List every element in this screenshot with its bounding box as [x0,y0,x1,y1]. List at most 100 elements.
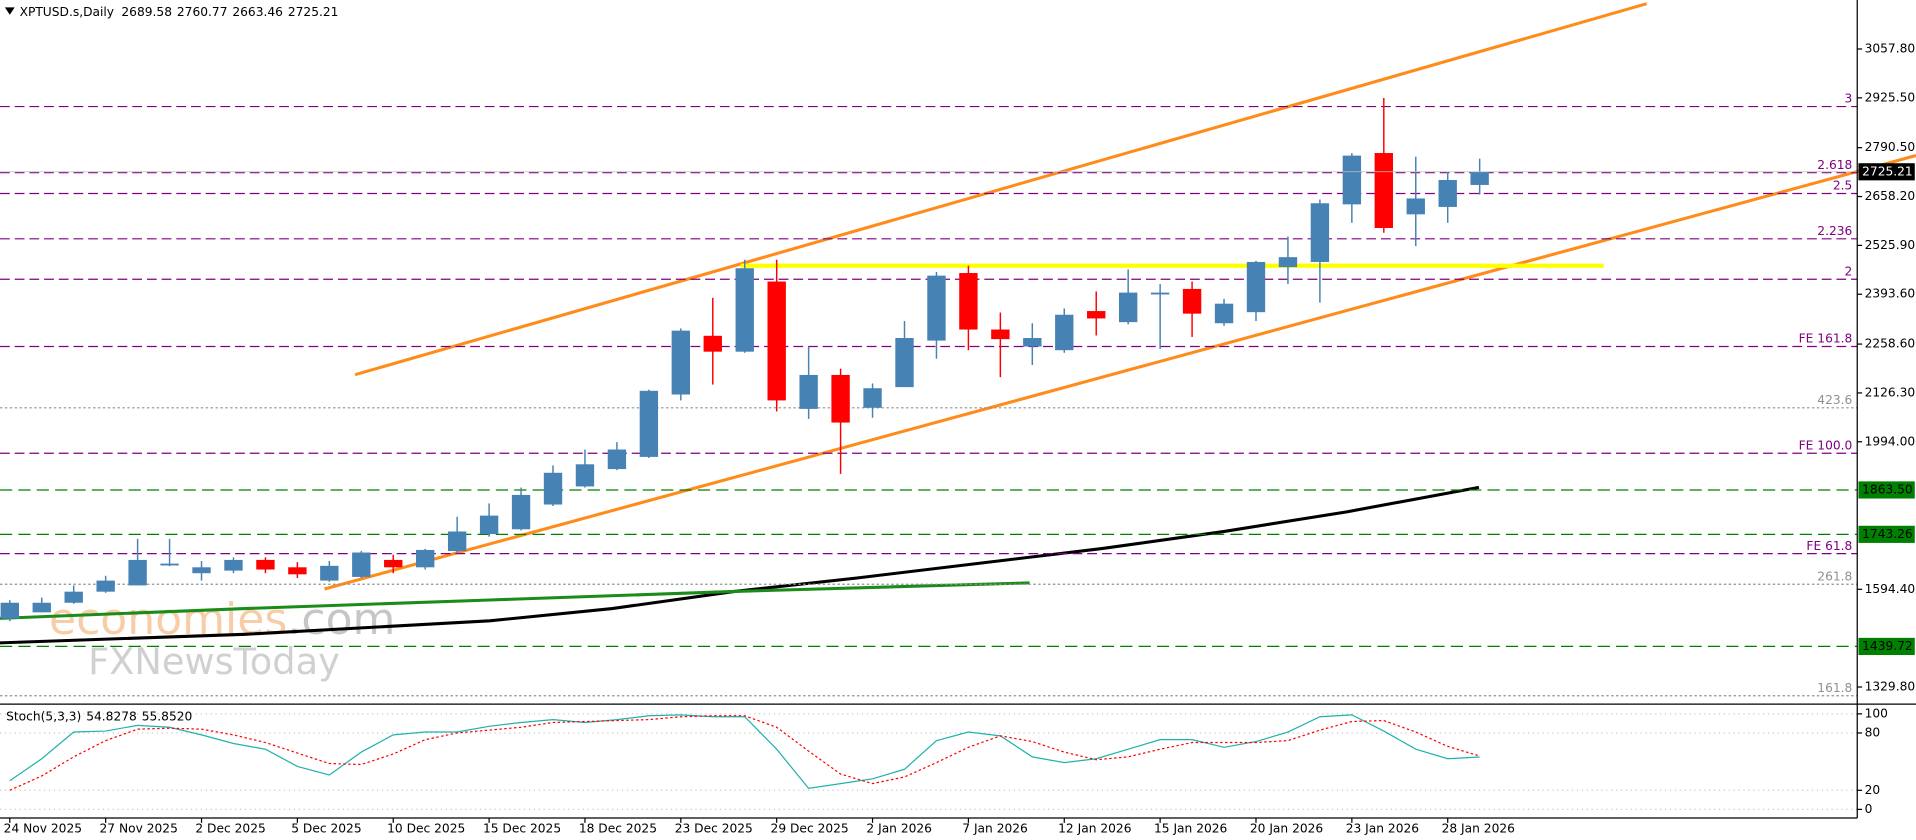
candle-body [224,559,243,571]
candle-body [1310,203,1330,262]
ohlc-open: 2689.58 [121,5,172,19]
y-tick-label: 3057.80 [1865,41,1916,55]
x-tick-label: 29 Dec 2025 [771,821,849,835]
x-tick-label: 27 Nov 2025 [100,821,178,835]
y-tick-label: 2258.60 [1865,337,1916,351]
y-tick-label: 2393.60 [1865,287,1916,301]
price-level-box [1858,637,1915,655]
indicator-tick-label: 100 [1865,706,1888,720]
candle-body [543,472,563,505]
candle-body [1438,179,1457,207]
indicator-value: 54.8278 [86,709,137,723]
candle-body [895,338,914,388]
candle-body [927,275,946,341]
candle-body [1342,155,1362,205]
x-tick-label: 15 Dec 2025 [483,821,561,835]
candle-body [1246,261,1266,313]
x-tick-label: 28 Jan 2026 [1442,821,1516,835]
y-tick-label: 1994.00 [1865,434,1916,448]
candle-body [703,335,722,352]
indicator-tick-label: 0 [1865,802,1873,816]
indicator-line [9,714,1480,790]
y-tick-label: 2126.30 [1865,385,1916,399]
ohlc-low: 2663.46 [232,5,283,19]
candle-body [160,563,179,566]
indicator-value: 55.8520 [142,709,193,723]
indicator-title: Stoch(5,3,3) 54.8278 55.8520 [6,709,192,723]
chart-title: XPTUSD.s,Daily 2689.58 2760.77 2663.46 2725.… [20,5,339,19]
candle-body [96,580,115,592]
candle-body [511,494,531,530]
x-tick-label: 15 Jan 2026 [1154,821,1228,835]
menu-icon [4,7,15,15]
candle-body [416,549,435,568]
candle-body [607,449,627,470]
plot: 3 2.618 2.5 2.236 2 FE 161.8 423.6 FE 100.0 FE 6… [0,92,1858,810]
candle-body [1087,311,1106,319]
candle-body [320,565,339,581]
x-tick-label: 7 Jan 2026 [962,821,1028,835]
candle-body [1214,303,1234,324]
candle-body [863,388,882,408]
indicator-name: Stoch(5,3,3) [6,709,81,723]
symbol: XPTUSD.s,Daily [20,5,114,19]
level-label: 2.236 [1817,224,1852,238]
current-price-box [1858,163,1915,181]
level-label: 423.6 [1817,393,1852,407]
current-price-label: 2725.21 [1862,164,1913,178]
price-level-label: 1439.72 [1862,639,1913,653]
x-tick-label: 20 Jan 2026 [1250,821,1324,835]
candle-body [128,559,147,586]
price-level-label: 1743.26 [1862,527,1913,541]
watermark-text: FXNewsToday [88,640,340,683]
x-tick-label: 10 Dec 2025 [387,821,465,835]
candle-body [1118,292,1138,323]
y-tick-label: 1329.80 [1865,680,1916,694]
level-label: FE 61.8 [1806,539,1852,553]
level-label: 161.8 [1817,681,1852,695]
price-level-box [1858,525,1915,543]
x-tick-label: 18 Dec 2025 [579,821,657,835]
x-tick-label: 2 Jan 2026 [866,821,932,835]
candle-body [831,374,850,423]
y-tick-label: 2658.20 [1865,189,1916,203]
candle-body [799,374,818,409]
level-label: 261.8 [1817,569,1852,583]
ohlc-close: 2725.21 [288,5,339,19]
level-label: 3 [1845,92,1853,106]
candle-body [1150,292,1170,295]
candle-body [288,567,307,575]
candle-body [1374,153,1393,228]
candle-body [1182,288,1202,314]
watermark-text: economies.com [49,594,396,645]
y-tick-label: 1594.40 [1865,582,1916,596]
candle-body [575,464,595,487]
x-tick-label: 24 Nov 2025 [4,821,82,835]
candle-body [1406,198,1425,215]
price-level-box [1858,481,1915,499]
candle-body [1055,314,1074,351]
candle-body [32,602,51,613]
candle-body [1278,257,1298,268]
indicator-line [9,715,1480,791]
moving-average [0,581,1030,620]
channel-upper [354,2,1648,377]
level-label: 2.618 [1817,158,1852,172]
candle-body [671,330,691,395]
candle-body [256,559,275,570]
candle-body [352,552,371,577]
y-tick-label: 2925.50 [1865,90,1916,104]
x-tick-label: 2 Dec 2025 [195,821,265,835]
x-tick-label: 23 Dec 2025 [675,821,753,835]
ohlc-high: 2760.77 [177,5,228,19]
x-tick-label: 23 Jan 2026 [1346,821,1420,835]
watermark-part: .com [287,594,395,645]
candle-body [0,602,19,619]
candle-body [735,268,754,352]
candle-body [447,531,467,552]
x-tick-label: 5 Dec 2025 [291,821,361,835]
level-label: FE 161.8 [1799,332,1853,346]
